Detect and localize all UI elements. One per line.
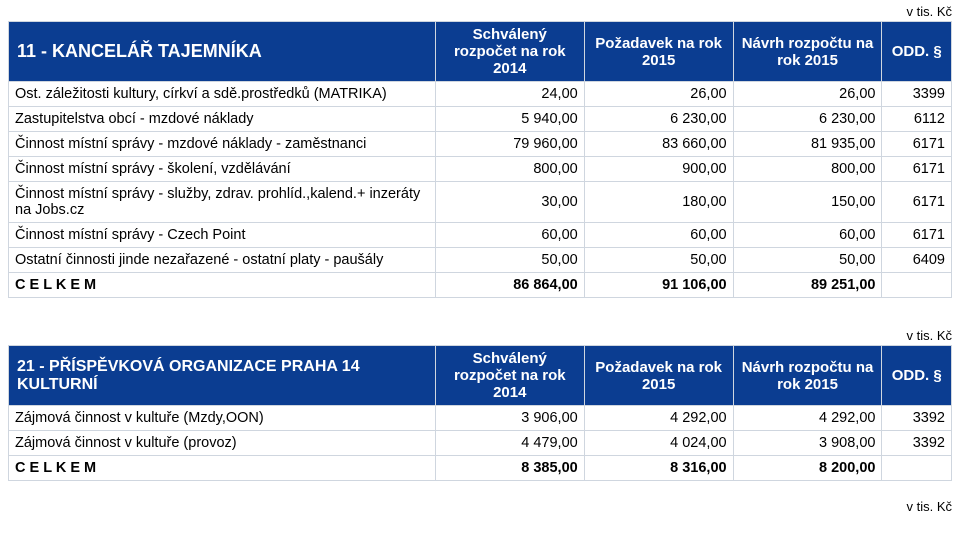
row-val-b: 6 230,00	[584, 107, 733, 132]
total-c: 89 251,00	[733, 273, 882, 298]
row-label: Činnost místní správy - Czech Point	[9, 223, 436, 248]
col-header-d: ODD. §	[882, 22, 952, 82]
row-label: Činnost místní správy - mzdové náklady -…	[9, 132, 436, 157]
row-val-b: 4 024,00	[584, 431, 733, 456]
table-total-row: C E L K E M8 385,008 316,008 200,00	[9, 456, 952, 481]
row-label: Zájmová činnost v kultuře (provoz)	[9, 431, 436, 456]
row-label: Ostatní činnosti jinde nezařazené - osta…	[9, 248, 436, 273]
budget-table-21: 21 - PŘÍSPĚVKOVÁ ORGANIZACE PRAHA 14 KUL…	[8, 345, 952, 481]
col-header-b: Požadavek na rok 2015	[584, 22, 733, 82]
row-val-c: 6 230,00	[733, 107, 882, 132]
table-row: Ost. záležitosti kultury, církví a sdě.p…	[9, 82, 952, 107]
budget-table-11: 11 - KANCELÁŘ TAJEMNÍKA Schválený rozpoč…	[8, 21, 952, 298]
table-row: Ostatní činnosti jinde nezařazené - osta…	[9, 248, 952, 273]
col-header-d: ODD. §	[882, 346, 952, 406]
row-val-c: 3 908,00	[733, 431, 882, 456]
row-val-b: 26,00	[584, 82, 733, 107]
table2-title: 21 - PŘÍSPĚVKOVÁ ORGANIZACE PRAHA 14 KUL…	[9, 346, 436, 406]
col-header-a: Schválený rozpočet na rok 2014	[435, 346, 584, 406]
row-val-a: 5 940,00	[435, 107, 584, 132]
row-label: Zastupitelstva obcí - mzdové náklady	[9, 107, 436, 132]
row-val-b: 50,00	[584, 248, 733, 273]
row-val-a: 30,00	[435, 182, 584, 223]
col-header-c: Návrh rozpočtu na rok 2015	[733, 346, 882, 406]
row-val-a: 60,00	[435, 223, 584, 248]
row-label: Činnost místní správy - služby, zdrav. p…	[9, 182, 436, 223]
table-row: Činnost místní správy - Czech Point60,00…	[9, 223, 952, 248]
row-label: Činnost místní správy - školení, vzděláv…	[9, 157, 436, 182]
col-header-b: Požadavek na rok 2015	[584, 346, 733, 406]
row-val-a: 800,00	[435, 157, 584, 182]
row-label: Ost. záležitosti kultury, církví a sdě.p…	[9, 82, 436, 107]
row-val-d: 6171	[882, 182, 952, 223]
row-val-b: 60,00	[584, 223, 733, 248]
total-b: 91 106,00	[584, 273, 733, 298]
row-val-d: 6171	[882, 132, 952, 157]
total-d	[882, 273, 952, 298]
col-header-c: Návrh rozpočtu na rok 2015	[733, 22, 882, 82]
row-val-c: 60,00	[733, 223, 882, 248]
total-a: 86 864,00	[435, 273, 584, 298]
total-label: C E L K E M	[9, 456, 436, 481]
table-row: Činnost místní správy - služby, zdrav. p…	[9, 182, 952, 223]
row-val-a: 50,00	[435, 248, 584, 273]
row-val-d: 3392	[882, 406, 952, 431]
row-val-d: 3392	[882, 431, 952, 456]
row-val-b: 83 660,00	[584, 132, 733, 157]
row-val-b: 900,00	[584, 157, 733, 182]
total-c: 8 200,00	[733, 456, 882, 481]
table-row: Činnost místní správy - mzdové náklady -…	[9, 132, 952, 157]
row-val-b: 4 292,00	[584, 406, 733, 431]
row-val-d: 6112	[882, 107, 952, 132]
row-val-c: 81 935,00	[733, 132, 882, 157]
row-val-b: 180,00	[584, 182, 733, 223]
row-val-d: 6409	[882, 248, 952, 273]
row-val-d: 3399	[882, 82, 952, 107]
table-row: Zájmová činnost v kultuře (Mzdy,OON)3 90…	[9, 406, 952, 431]
total-b: 8 316,00	[584, 456, 733, 481]
unit-label-1: v tis. Kč	[8, 4, 952, 21]
row-val-d: 6171	[882, 157, 952, 182]
total-label: C E L K E M	[9, 273, 436, 298]
unit-label-2: v tis. Kč	[8, 328, 952, 345]
row-val-c: 26,00	[733, 82, 882, 107]
row-val-a: 4 479,00	[435, 431, 584, 456]
row-val-c: 4 292,00	[733, 406, 882, 431]
row-val-c: 800,00	[733, 157, 882, 182]
table1-title: 11 - KANCELÁŘ TAJEMNÍKA	[9, 22, 436, 82]
total-d	[882, 456, 952, 481]
total-a: 8 385,00	[435, 456, 584, 481]
unit-label-3: v tis. Kč	[8, 499, 952, 516]
col-header-a: Schválený rozpočet na rok 2014	[435, 22, 584, 82]
row-val-c: 150,00	[733, 182, 882, 223]
table-row: Činnost místní správy - školení, vzděláv…	[9, 157, 952, 182]
row-val-a: 79 960,00	[435, 132, 584, 157]
table-row: Zastupitelstva obcí - mzdové náklady5 94…	[9, 107, 952, 132]
row-label: Zájmová činnost v kultuře (Mzdy,OON)	[9, 406, 436, 431]
row-val-c: 50,00	[733, 248, 882, 273]
row-val-a: 3 906,00	[435, 406, 584, 431]
table-total-row: C E L K E M86 864,0091 106,0089 251,00	[9, 273, 952, 298]
table-row: Zájmová činnost v kultuře (provoz)4 479,…	[9, 431, 952, 456]
row-val-a: 24,00	[435, 82, 584, 107]
row-val-d: 6171	[882, 223, 952, 248]
